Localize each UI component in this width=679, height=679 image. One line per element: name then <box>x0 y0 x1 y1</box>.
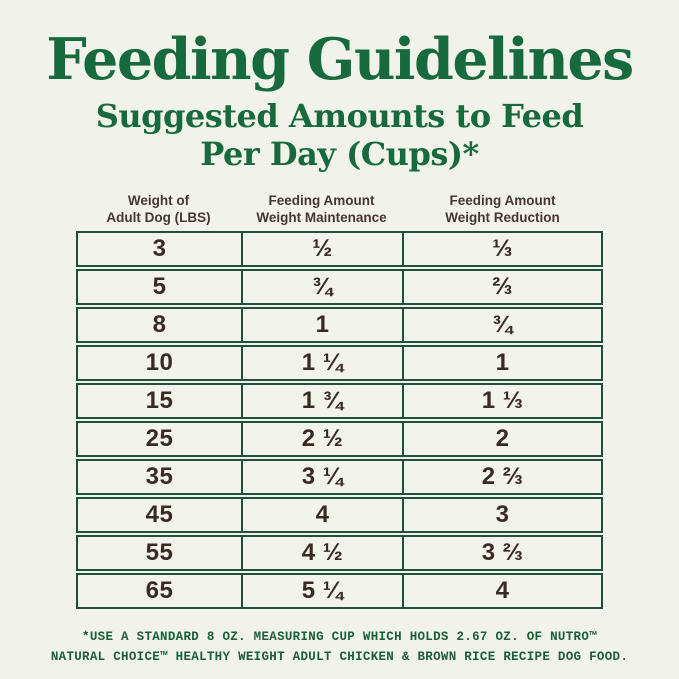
weight-cell: 5 <box>152 273 167 301</box>
maintenance-cell: 5 ¼ <box>241 575 402 608</box>
table-row: 55 4 ½ 3 ⅔ <box>76 535 603 572</box>
reduction-cell: 4 <box>402 575 601 608</box>
reduction-cell: ¾ <box>402 309 601 342</box>
subtitle-line-2: Per Day (Cups)* <box>200 134 479 173</box>
feeding-table: Weight of Adult Dog (LBS) Feeding Amount… <box>76 193 603 610</box>
reduction-cell: 1 ⅓ <box>402 385 601 418</box>
table-row: 8 1 ¾ <box>76 307 603 344</box>
table-row: 5 ¾ ⅔ <box>76 269 603 306</box>
footnote: *USE A STANDARD 8 OZ. MEASURING CUP WHIC… <box>0 627 679 667</box>
table-row: 45 4 3 <box>76 497 603 534</box>
reduction-cell: 1 <box>402 347 601 380</box>
maintenance-cell: 3 ¼ <box>241 461 402 494</box>
weight-cell: 35 <box>145 463 174 491</box>
table-row: 10 1 ¼ 1 <box>76 345 603 382</box>
table-row: 25 2 ½ 2 <box>76 421 603 458</box>
maintenance-cell: 4 ½ <box>241 537 402 570</box>
footnote-line-2: NATURAL CHOICE™ HEALTHY WEIGHT ADULT CHI… <box>50 650 629 665</box>
table-header-row: Weight of Adult Dog (LBS) Feeding Amount… <box>76 193 603 226</box>
maintenance-cell: ¾ <box>241 271 402 304</box>
weight-cell: 15 <box>145 387 174 415</box>
reduction-cell: 2 <box>402 423 601 456</box>
maintenance-cell: 1 <box>241 309 402 342</box>
reduction-cell: 3 ⅔ <box>402 537 601 570</box>
column-header-reduction: Feeding Amount Weight Reduction <box>445 193 560 225</box>
subtitle-line-1: Suggested Amounts to Feed <box>95 96 584 135</box>
weight-cell: 45 <box>145 501 174 529</box>
table-row: 65 5 ¼ 4 <box>76 573 603 610</box>
reduction-cell: ⅔ <box>402 271 601 304</box>
maintenance-cell: 1 ¼ <box>241 347 402 380</box>
weight-cell: 8 <box>152 311 167 339</box>
weight-cell: 65 <box>145 577 174 605</box>
weight-cell: 10 <box>145 349 174 377</box>
maintenance-cell: 1 ¾ <box>241 385 402 418</box>
table-row: 15 1 ¾ 1 ⅓ <box>76 383 603 420</box>
column-header-weight: Weight of Adult Dog (LBS) <box>106 193 211 225</box>
reduction-cell: ⅓ <box>402 233 601 266</box>
column-header-maintenance: Feeding Amount Weight Maintenance <box>256 193 387 225</box>
maintenance-cell: 4 <box>241 499 402 532</box>
page-title: Feeding Guidelines <box>46 26 634 93</box>
footnote-line-1: *USE A STANDARD 8 OZ. MEASURING CUP WHIC… <box>82 630 597 645</box>
weight-cell: 3 <box>152 235 167 263</box>
maintenance-cell: ½ <box>241 233 402 266</box>
table-row: 35 3 ¼ 2 ⅔ <box>76 459 603 496</box>
page-subtitle: Suggested Amounts to Feed Per Day (Cups)… <box>0 96 679 174</box>
maintenance-cell: 2 ½ <box>241 423 402 456</box>
weight-cell: 25 <box>145 425 174 453</box>
table-row: 3 ½ ⅓ <box>76 231 603 268</box>
reduction-cell: 3 <box>402 499 601 532</box>
weight-cell: 55 <box>145 539 174 567</box>
reduction-cell: 2 ⅔ <box>402 461 601 494</box>
